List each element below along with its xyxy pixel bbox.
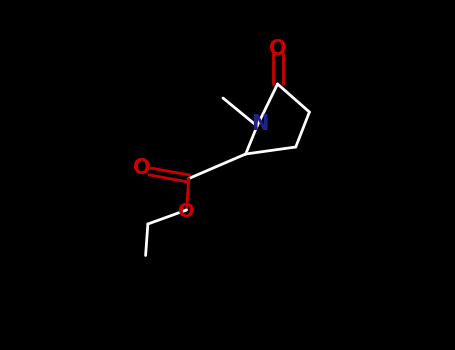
Text: N: N [251, 114, 268, 134]
Text: O: O [269, 39, 286, 59]
Text: O: O [133, 158, 151, 178]
Text: O: O [178, 202, 195, 221]
